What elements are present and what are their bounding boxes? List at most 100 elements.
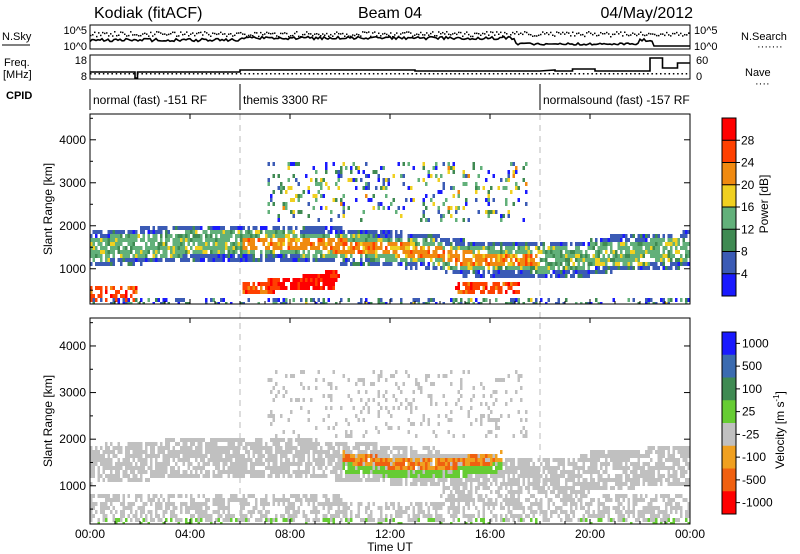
power-cell: [390, 262, 393, 266]
power-cell: [277, 246, 280, 250]
velocity-cell: [272, 438, 275, 442]
velocity-cell: [190, 502, 193, 506]
velocity-cell: [360, 442, 363, 446]
velocity-cell: [195, 466, 198, 470]
power-cell: [287, 258, 290, 262]
power-cell: [340, 170, 343, 174]
velocity-cell: [110, 474, 113, 478]
power-cell: [517, 198, 520, 202]
power-cell: [555, 262, 558, 266]
power-cell: [105, 254, 108, 258]
velocity-cell: [207, 446, 210, 450]
nave-dot: [565, 73, 568, 75]
velocity-cell: [397, 462, 400, 466]
velocity-cell: [90, 474, 93, 478]
velocity-cell: [412, 450, 415, 454]
power-cell: [657, 254, 660, 258]
velocity-cell: [125, 506, 128, 510]
power-cell: [532, 242, 535, 246]
velocity-cell: [162, 466, 165, 470]
velocity-cell: [142, 518, 145, 522]
velocity-cell: [217, 502, 220, 506]
noise-search-dot: [128, 34, 130, 37]
power-cell: [450, 214, 453, 218]
velocity-cell: [380, 470, 383, 474]
power-cell: [502, 242, 505, 246]
velocity-cell: [375, 462, 378, 466]
velocity-cell: [177, 518, 180, 522]
velocity-cell: [377, 478, 380, 482]
power-cell: [170, 254, 173, 258]
velocity-cell: [472, 470, 475, 474]
power-cell: [197, 246, 200, 250]
beam-title: Beam 04: [358, 5, 422, 22]
nave-dot: [535, 73, 538, 75]
velocity-cell: [237, 442, 240, 446]
velocity-cell: [440, 454, 443, 458]
power-cell: [127, 258, 130, 262]
velocity-cell: [197, 494, 200, 498]
velocity-cell: [452, 474, 455, 478]
power-cell: [520, 274, 523, 278]
velocity-cell: [362, 418, 365, 422]
power-cell: [567, 254, 570, 258]
power-cell: [92, 242, 95, 246]
power-cell: [332, 254, 335, 258]
nave-dot: [90, 73, 92, 75]
velocity-cell: [460, 466, 463, 470]
velocity-cell: [242, 502, 245, 506]
velocity-cell: [262, 462, 265, 466]
velocity-cell: [205, 454, 208, 458]
power-cell: [297, 254, 300, 258]
velocity-cell: [480, 482, 483, 486]
power-cell: [332, 226, 335, 230]
power-cell: [95, 246, 98, 250]
power-cell: [640, 250, 643, 254]
power-cell: [102, 238, 105, 242]
velocity-cell: [205, 514, 208, 518]
power-cell: [247, 242, 250, 246]
velocity-cell: [430, 454, 433, 458]
noise-search-dot: [266, 31, 268, 34]
power-cell: [267, 242, 270, 246]
velocity-cell: [437, 462, 440, 466]
velocity-cell: [172, 470, 175, 474]
velocity-cell: [325, 518, 328, 522]
velocity-cell: [285, 462, 288, 466]
power-cell: [260, 286, 263, 290]
noise-search-dot: [330, 33, 332, 36]
power-cell: [160, 258, 163, 262]
velocity-cell: [257, 518, 260, 522]
velocity-cell: [475, 462, 478, 466]
power-cell: [335, 230, 338, 234]
power-cell: [515, 182, 518, 186]
velocity-cell: [330, 406, 333, 410]
power-cell: [337, 186, 340, 190]
power-cell: [260, 226, 263, 230]
power-cell: [467, 270, 470, 274]
power-cell: [435, 266, 438, 270]
velocity-cell: [397, 426, 400, 430]
velocity-cell: [475, 418, 478, 422]
power-cell: [252, 234, 255, 238]
power-cell: [497, 274, 500, 278]
power-cell: [155, 246, 158, 250]
velocity-cell: [295, 446, 298, 450]
power-cell: [505, 258, 508, 262]
velocity-cell: [107, 494, 110, 498]
velocity-cell: [455, 466, 458, 470]
velocity-cell: [377, 454, 380, 458]
power-cell: [382, 206, 385, 210]
noise-search-dot: [564, 33, 566, 35]
velocity-cell: [467, 502, 470, 506]
power-cell: [647, 246, 650, 250]
velocity-cell: [115, 470, 118, 474]
power-cell: [440, 258, 443, 262]
velocity-cell: [115, 466, 118, 470]
noise-search-dot: [152, 35, 154, 37]
power-cell: [260, 238, 263, 242]
velocity-cell: [127, 450, 130, 454]
velocity-cell: [255, 446, 258, 450]
power-cell: [480, 254, 483, 258]
noise-search-dot: [332, 35, 334, 37]
